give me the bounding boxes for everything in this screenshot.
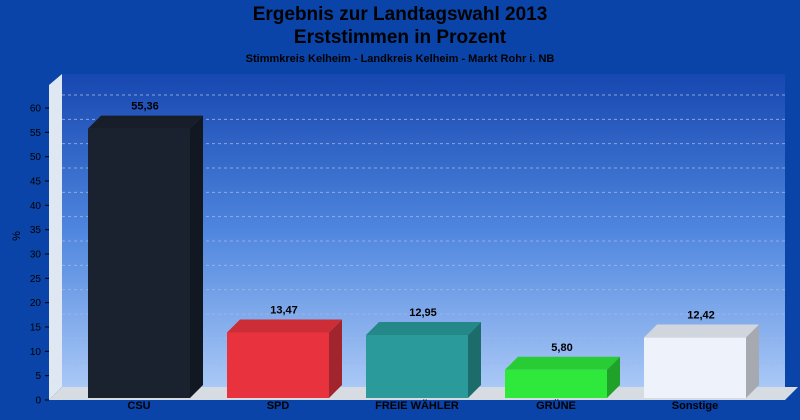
bar-value-label: 12,95 <box>409 307 437 319</box>
bar-side <box>746 324 759 398</box>
bar-value-label: 5,80 <box>551 342 572 354</box>
bar-front <box>505 369 607 398</box>
bar-top <box>366 321 481 335</box>
bar-side <box>329 319 342 398</box>
y-tick-label: 0 <box>35 396 41 407</box>
y-tick-label: 20 <box>30 298 42 309</box>
y-tick-label: 5 <box>35 371 41 382</box>
y-tick-label: 35 <box>30 225 42 236</box>
bar-top <box>88 115 203 129</box>
x-tick-label: GRÜNE <box>536 399 576 412</box>
bar-top <box>644 324 759 338</box>
bar-front <box>644 337 746 398</box>
bar <box>366 321 481 398</box>
bar-top <box>505 356 620 370</box>
y-tick-label: 60 <box>30 104 42 115</box>
plot-side-wall <box>49 74 62 400</box>
chart-title: Ergebnis zur Landtagswahl 2013 <box>252 4 548 25</box>
bar-front <box>88 128 190 398</box>
bar-value-label: 12,42 <box>687 310 715 322</box>
x-tick-label: CSU <box>127 400 150 412</box>
y-axis-label: % <box>11 231 23 241</box>
y-tick-label: 15 <box>30 323 42 334</box>
bar <box>505 356 620 398</box>
chart-caption: Stimmkreis Kelheim - Landkreis Kelheim -… <box>245 53 555 65</box>
bar-side <box>468 321 481 398</box>
y-tick-label: 30 <box>30 250 42 261</box>
bar-value-label: 55,36 <box>131 101 159 113</box>
bar-side <box>607 356 620 398</box>
bar-value-label: 13,47 <box>270 304 298 316</box>
x-tick-label: SPD <box>267 400 290 412</box>
chart-subtitle: Erststimmen in Prozent <box>293 27 507 48</box>
bar-top <box>227 319 342 333</box>
bar-side <box>190 115 203 399</box>
bar-front <box>227 332 329 398</box>
x-tick-label: Sonstige <box>672 400 718 412</box>
bar <box>644 324 759 398</box>
bar <box>88 115 203 399</box>
y-tick-label: 45 <box>30 177 42 188</box>
y-tick-label: 10 <box>30 347 42 358</box>
bar-front <box>366 334 468 398</box>
y-tick-label: 50 <box>30 152 42 163</box>
y-tick-label: 40 <box>30 201 42 212</box>
x-tick-label: FREIE WÄHLER <box>375 399 459 412</box>
y-tick-label: 55 <box>30 128 42 139</box>
y-tick-label: 25 <box>30 274 42 285</box>
bar <box>227 319 342 398</box>
